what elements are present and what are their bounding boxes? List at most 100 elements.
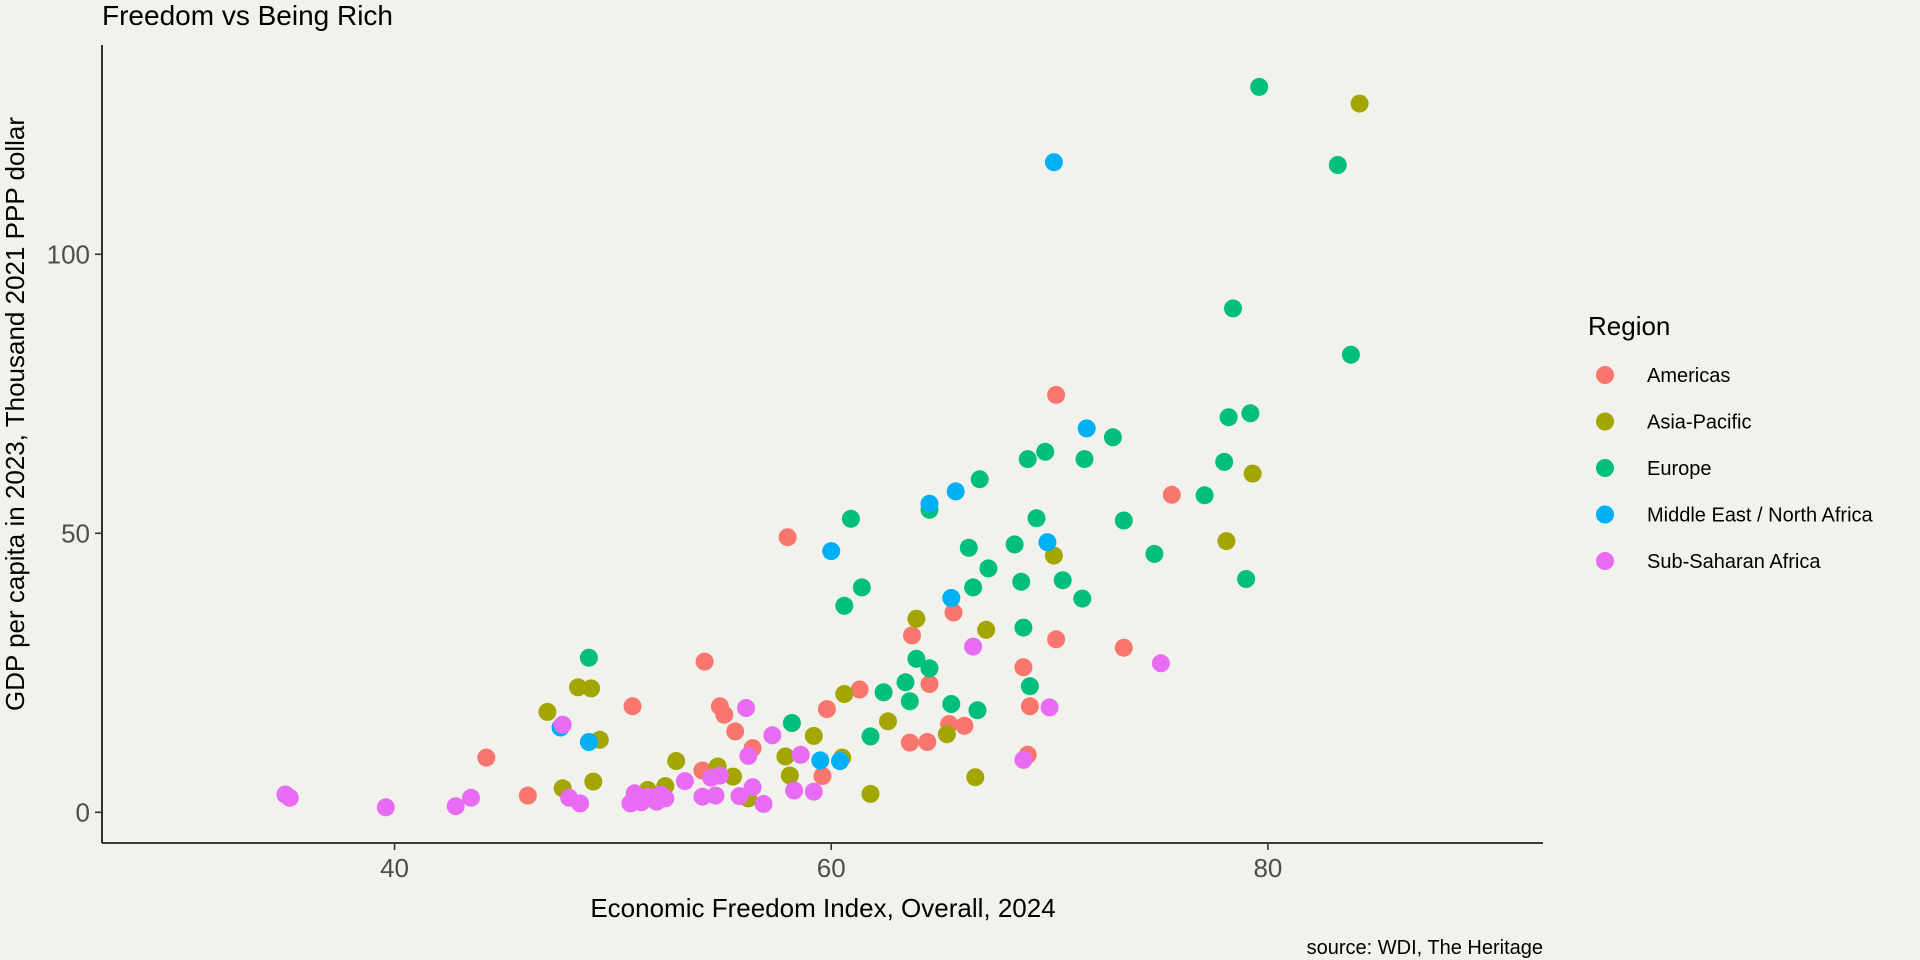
data-point [900,692,919,711]
legend-key [1596,552,1614,570]
data-point [896,673,915,692]
data-point [1237,570,1256,588]
legend-key [1596,459,1614,477]
data-point [1012,572,1031,591]
data-point [1243,464,1262,483]
x-tick-label: 80 [1253,853,1282,883]
data-point [841,509,860,528]
data-point [693,787,712,806]
data-point [1162,485,1181,504]
data-point [1241,404,1260,423]
data-point [569,678,587,697]
data-point [920,494,939,513]
data-point [1036,442,1055,461]
legend-label: Europe [1647,458,1712,480]
data-point [582,679,601,698]
data-point [1014,618,1033,637]
data-point [955,716,974,735]
data-point [730,787,749,806]
data-point [942,589,961,607]
data-point [907,649,926,668]
data-point [1103,428,1122,447]
data-point [518,786,537,805]
data-point [1005,535,1024,554]
data-point [907,609,926,628]
data-point [763,726,782,745]
data-point [835,685,854,703]
data-point [879,712,897,731]
data-point [1018,450,1037,469]
x-tick-label: 40 [380,853,409,883]
data-point [739,746,758,765]
legend-label: Asia-Pacific [1647,412,1751,434]
data-point [571,794,590,813]
data-point [726,722,745,741]
data-point [1077,419,1096,438]
data-point [724,767,742,786]
data-point [1215,452,1234,471]
data-point [1224,299,1242,318]
data-point [776,747,795,766]
data-point [918,733,937,751]
data-point [1014,750,1033,769]
data-point [1250,77,1269,96]
data-point [937,725,956,744]
data-point [979,559,998,578]
legend: Region Americas Asia-Pacific Europe Middle … [1588,311,1874,573]
data-point [804,782,823,801]
data-point [903,626,921,645]
data-point [968,701,987,720]
y-tick-label: 50 [61,518,90,548]
data-point [1219,408,1238,427]
data-point [785,781,804,800]
x-axis-ticks: 40 60 80 [380,843,1282,883]
data-point [944,603,963,622]
data-point [1044,153,1063,172]
data-point [850,680,869,699]
legend-label: Americas [1647,365,1730,387]
data-point [822,542,841,561]
data-point [959,538,978,557]
data-point [861,784,880,803]
data-point [579,733,598,751]
data-point [1350,94,1369,113]
data-point [656,789,675,808]
data-point [743,778,762,797]
data-point [852,578,871,597]
data-point [811,751,830,770]
data-point [538,702,557,721]
chart-title: Freedom vs Being Rich [102,0,393,31]
data-point [966,768,985,787]
data-point [780,766,799,785]
data-point [1151,654,1170,673]
data-point [754,794,773,813]
data-point [1053,571,1072,590]
data-points [276,77,1369,817]
y-axis-title: GDP per capita in 2023, Thousand 2021 PP… [0,117,30,711]
data-point [778,528,797,547]
data-point [553,715,572,734]
data-point [1073,589,1092,608]
y-axis-ticks: 0 50 100 [47,239,102,827]
y-tick-label: 0 [76,797,90,827]
data-point [1195,486,1214,505]
data-point [920,675,939,693]
data-point [1145,544,1164,563]
data-point [1047,630,1066,649]
data-point [900,733,919,752]
data-point [1217,532,1236,551]
data-point [584,772,603,791]
data-point [942,695,961,713]
data-point [1328,156,1347,174]
data-point [861,727,880,746]
data-point [1020,697,1039,716]
data-point [964,637,983,656]
data-point [695,652,714,671]
source-caption: source: WDI, The Heritage [1307,937,1543,959]
data-point [715,705,734,724]
legend-label: Middle East / North Africa [1647,505,1874,527]
legend-key [1596,412,1614,431]
data-point [831,752,849,770]
data-point [804,726,823,745]
